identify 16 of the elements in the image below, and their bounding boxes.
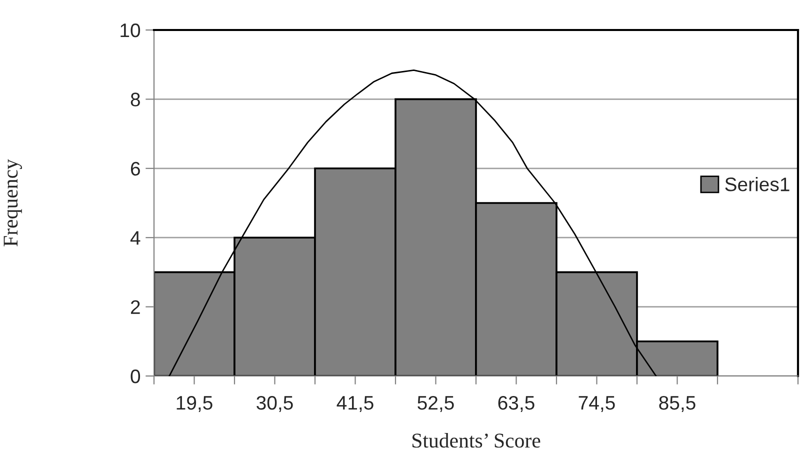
y-tick-label: 2 bbox=[130, 300, 140, 314]
y-tick-label: 10 bbox=[120, 23, 140, 38]
y-tick-label: 0 bbox=[130, 369, 140, 384]
y-axis-title: Frequency bbox=[4, 159, 22, 246]
y-tick-label: 4 bbox=[130, 231, 140, 245]
x-tick-label: 30,5 bbox=[256, 396, 293, 412]
x-tick-label: 74,5 bbox=[578, 396, 615, 412]
x-tick-label: 52,5 bbox=[418, 396, 454, 412]
x-tick-label: 85,5 bbox=[659, 396, 696, 412]
y-tick-label: 8 bbox=[130, 92, 140, 106]
y-tick-label: 6 bbox=[130, 162, 140, 176]
x-tick-label: 41,5 bbox=[336, 396, 374, 412]
x-axis-title: Students’ Score bbox=[412, 433, 540, 448]
x-tick-label: 63,5 bbox=[498, 396, 534, 412]
x-tick-label: 19,5 bbox=[176, 396, 212, 412]
legend-label: Series1 bbox=[725, 176, 790, 192]
